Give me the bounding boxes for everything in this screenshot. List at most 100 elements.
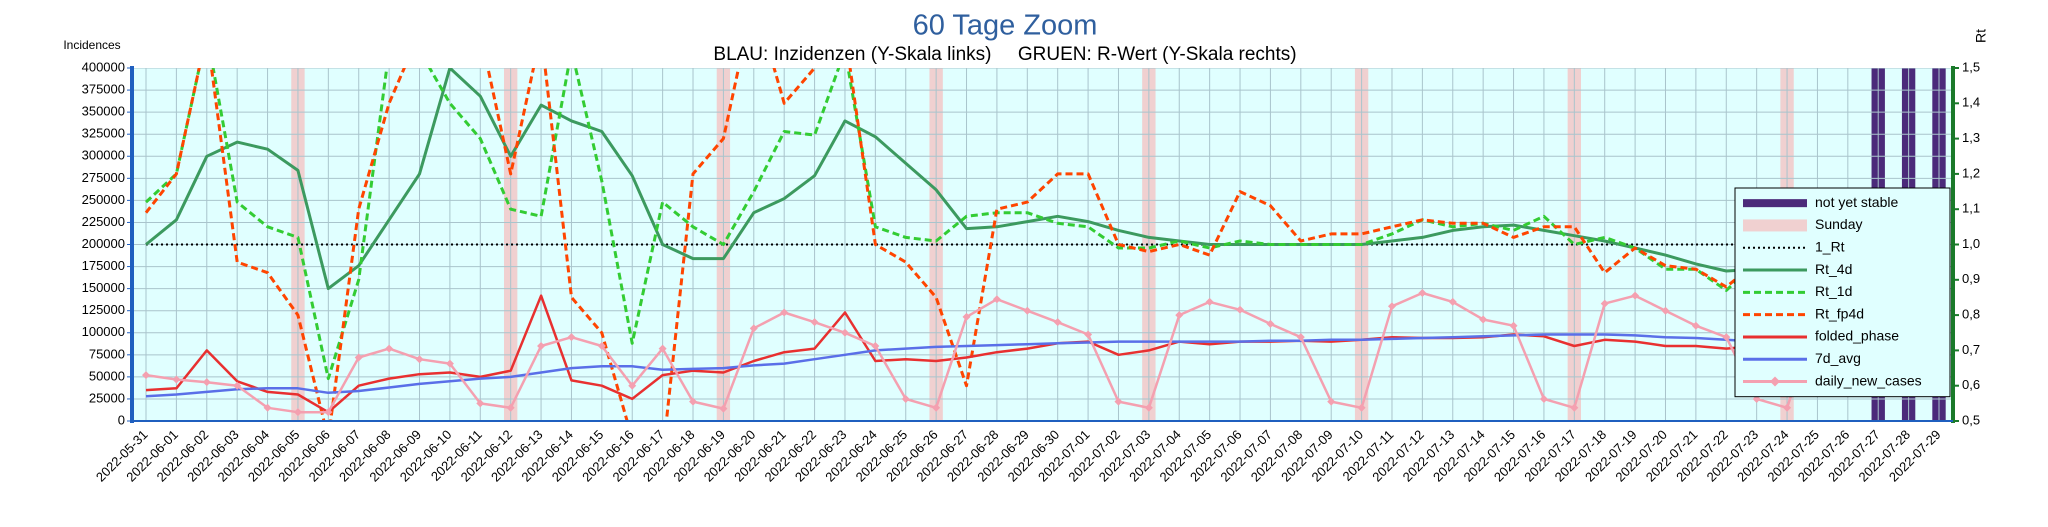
point [1783, 403, 1792, 412]
y-tick-label: 375000 [82, 82, 125, 97]
y-tick-label: 200000 [82, 236, 125, 251]
point [1023, 306, 1032, 315]
y-tick-label: 275000 [82, 170, 125, 185]
point [445, 359, 454, 368]
point [1631, 291, 1640, 300]
point [1053, 318, 1062, 327]
y2-tick-label: 1,5 [1962, 59, 1980, 74]
series-line [145, 294, 1940, 414]
point [567, 333, 576, 342]
point [415, 355, 424, 364]
point [597, 341, 606, 350]
point [1114, 397, 1123, 406]
point [1357, 403, 1366, 412]
y2-axis-label: Rt [1973, 29, 1989, 43]
point [1296, 333, 1305, 342]
y2-tick-label: 1,3 [1962, 130, 1980, 145]
legend-label: Rt_1d [1815, 283, 1852, 299]
point [1236, 305, 1245, 314]
y-tick-label: 325000 [82, 126, 125, 141]
point [840, 328, 849, 337]
point [537, 341, 546, 350]
y-tick-label: 150000 [82, 280, 125, 295]
point [962, 312, 971, 321]
legend-marker [1770, 376, 1780, 387]
legend: not yet stable Sunday 1_Rt Rt_4d Rt_1d Rt_fp4… [1734, 187, 1951, 398]
point [749, 324, 758, 333]
y-tick-label: 100000 [82, 324, 125, 339]
point [871, 341, 880, 350]
point [810, 318, 819, 327]
point [293, 408, 302, 417]
y-tick-label: 75000 [89, 346, 125, 361]
y2-tick-label: 0,9 [1962, 271, 1980, 286]
y-tick-label: 50000 [89, 368, 125, 383]
point [1691, 321, 1700, 330]
y2-tick-label: 0,6 [1962, 377, 1980, 392]
point [1509, 321, 1518, 330]
y-tick-label: 175000 [82, 258, 125, 273]
point [1175, 311, 1184, 320]
y-tick-label: 350000 [82, 104, 125, 119]
series-line [145, 333, 1940, 398]
y-tick-label: 250000 [82, 192, 125, 207]
point [1448, 297, 1457, 306]
point [1327, 397, 1336, 406]
y2-tick-label: 0,7 [1962, 342, 1980, 357]
point [1266, 319, 1275, 328]
legend-label: 1_Rt [1815, 238, 1845, 254]
y2-tick-label: 1,2 [1962, 165, 1980, 180]
point [992, 295, 1001, 304]
point [1661, 306, 1670, 315]
y2-tick-label: 1,0 [1962, 236, 1980, 251]
point [1479, 315, 1488, 324]
point [780, 308, 789, 317]
point [354, 353, 363, 362]
y-tick-label: 400000 [82, 59, 125, 74]
legend-label: daily_new_cases [1815, 372, 1922, 388]
point [719, 404, 728, 413]
series-line [144, 68, 1941, 421]
y-tick-label: 125000 [82, 302, 125, 317]
y-tick-label: 300000 [82, 148, 125, 163]
point [658, 344, 667, 353]
point [1722, 333, 1731, 342]
chart-title: 60 Tage Zoom [913, 10, 1098, 42]
y-tick-label: 0 [118, 412, 125, 427]
legend-swatch [1743, 219, 1807, 232]
legend-label: 7d_avg [1815, 350, 1861, 366]
point [1387, 302, 1396, 311]
legend-label: Rt_4d [1815, 261, 1852, 277]
point [1144, 403, 1153, 412]
point [476, 399, 485, 408]
series-line [145, 68, 1940, 320]
point [1418, 289, 1427, 298]
series-line [145, 291, 1940, 414]
series-line [144, 68, 1940, 381]
legend-label: not yet stable [1815, 194, 1898, 210]
point [324, 408, 333, 417]
point [172, 375, 181, 384]
y-tick-label: 25000 [89, 390, 125, 405]
point [1084, 330, 1093, 339]
point [689, 397, 698, 406]
point [1570, 403, 1579, 412]
point [901, 394, 910, 403]
legend-swatch [1743, 199, 1807, 208]
point [202, 378, 211, 387]
legend-label: folded_phase [1815, 328, 1899, 344]
point [263, 403, 272, 412]
legend-label: Sunday [1815, 216, 1862, 232]
point [1539, 394, 1548, 403]
y-axis-label: Incidences [63, 38, 120, 52]
y-tick-label: 225000 [82, 214, 125, 229]
point [628, 381, 637, 390]
point [506, 403, 515, 412]
point [932, 403, 941, 412]
chart-subtitle: BLAU: Inzidenzen (Y-Skala links) GRUEN: … [713, 44, 1296, 65]
point [1205, 297, 1214, 306]
plot-area [132, 68, 1953, 421]
point [142, 371, 150, 380]
y2-tick-label: 0,8 [1962, 307, 1980, 322]
